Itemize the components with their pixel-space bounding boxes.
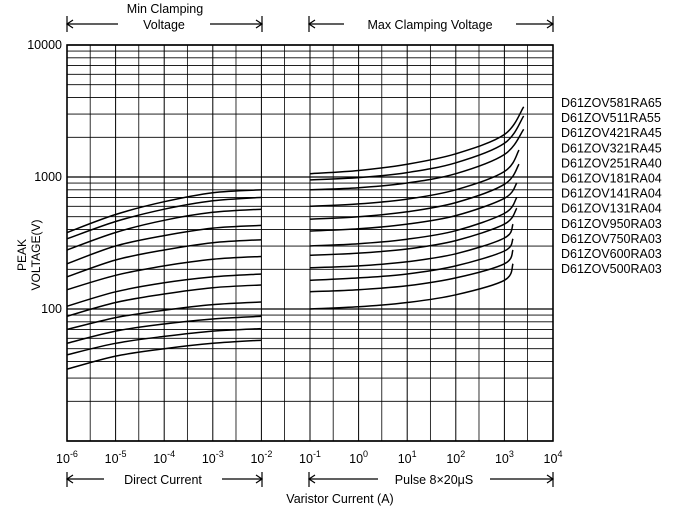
legend-entry: D61ZOV251RA40 — [561, 156, 662, 170]
pulse-bracket — [307, 472, 555, 487]
series-line-max-pulse — [309, 182, 518, 232]
x-tick-label: 10-1 — [299, 449, 321, 466]
x-tick-label: 10-6 — [56, 449, 78, 466]
legend-entry: D61ZOV600RA03 — [561, 247, 662, 261]
series-line-max-pulse — [309, 249, 514, 293]
direct-current-bracket — [65, 472, 264, 487]
legend-entry: D61ZOV950RA03 — [561, 217, 662, 231]
series-line-min-dc — [66, 301, 262, 331]
series-line-min-dc — [66, 255, 262, 291]
y-tick-label: 1000 — [34, 170, 62, 184]
series-line-min-dc — [66, 284, 262, 318]
x-tick-label: 103 — [495, 449, 514, 466]
x-tick-label: 10-3 — [202, 449, 224, 466]
legend-entry: D61ZOV321RA45 — [561, 141, 662, 155]
series-line-min-dc — [66, 315, 262, 345]
series-line-max-pulse — [309, 196, 518, 247]
series-line-max-pulse — [309, 238, 514, 282]
legend-entry: D61ZOV181RA04 — [561, 172, 662, 186]
series-line-max-pulse — [309, 223, 514, 269]
max-clamping-bracket — [307, 16, 555, 32]
tick-labels: 10-6 10-5 10-4 10-3 10-2 10-1 100 101 102 103 104 1… — [27, 38, 562, 466]
min-clamping-subtitle: Voltage — [143, 18, 185, 32]
series-line-max-pulse — [309, 149, 520, 208]
series-line-min-dc — [66, 208, 262, 251]
x-tick-label: 10-2 — [250, 449, 272, 466]
legend-entry: D61ZOV141RA04 — [561, 187, 662, 201]
series-line-max-pulse — [309, 207, 518, 257]
series-line-max-pulse — [309, 163, 520, 220]
series-line-min-dc — [66, 189, 262, 234]
series-line-max-pulse — [309, 106, 525, 175]
series-line-min-dc — [66, 224, 262, 265]
y-axis-label-line2: VOLTAGE(V) — [29, 220, 43, 291]
x-tick-label: 101 — [398, 449, 417, 466]
x-axis-label: Varistor Current (A) — [286, 492, 393, 506]
legend-entry: D61ZOV500RA03 — [561, 262, 662, 276]
x-tick-label: 100 — [349, 449, 368, 466]
min-clamping-title: Min Clamping — [127, 2, 203, 16]
grid — [66, 44, 554, 442]
curves — [66, 106, 525, 370]
min-clamping-bracket — [65, 16, 264, 32]
y-tick-label: 10000 — [27, 38, 62, 52]
y-tick-label: 100 — [41, 302, 62, 316]
x-tick-label: 10-5 — [105, 449, 127, 466]
legend-entry: D61ZOV581RA65 — [561, 96, 662, 110]
x-tick-label: 10-4 — [153, 449, 175, 466]
legend-entry: D61ZOV750RA03 — [561, 232, 662, 246]
legend: D61ZOV581RA65D61ZOV511RA55D61ZOV421RA45D… — [561, 96, 662, 276]
legend-entry: D61ZOV131RA04 — [561, 202, 662, 216]
x-tick-label: 104 — [544, 449, 563, 466]
y-axis-label-line1: PEAK — [15, 239, 29, 271]
series-line-min-dc — [66, 327, 262, 356]
max-clamping-title: Max Clamping Voltage — [367, 18, 492, 32]
series-line-min-dc — [66, 196, 262, 240]
series-line-max-pulse — [309, 128, 525, 191]
series-line-min-dc — [66, 238, 262, 278]
plot-frame — [66, 44, 554, 442]
series-line-min-dc — [66, 339, 262, 370]
legend-entry: D61ZOV511RA55 — [561, 111, 661, 125]
series-line-max-pulse — [309, 115, 525, 181]
series-line-min-dc — [66, 273, 262, 307]
legend-entry: D61ZOV421RA45 — [561, 126, 662, 140]
direct-current-label: Direct Current — [124, 473, 202, 487]
pulse-label: Pulse 8×20μS — [395, 473, 473, 487]
x-tick-label: 102 — [446, 449, 465, 466]
series-line-max-pulse — [309, 263, 514, 310]
